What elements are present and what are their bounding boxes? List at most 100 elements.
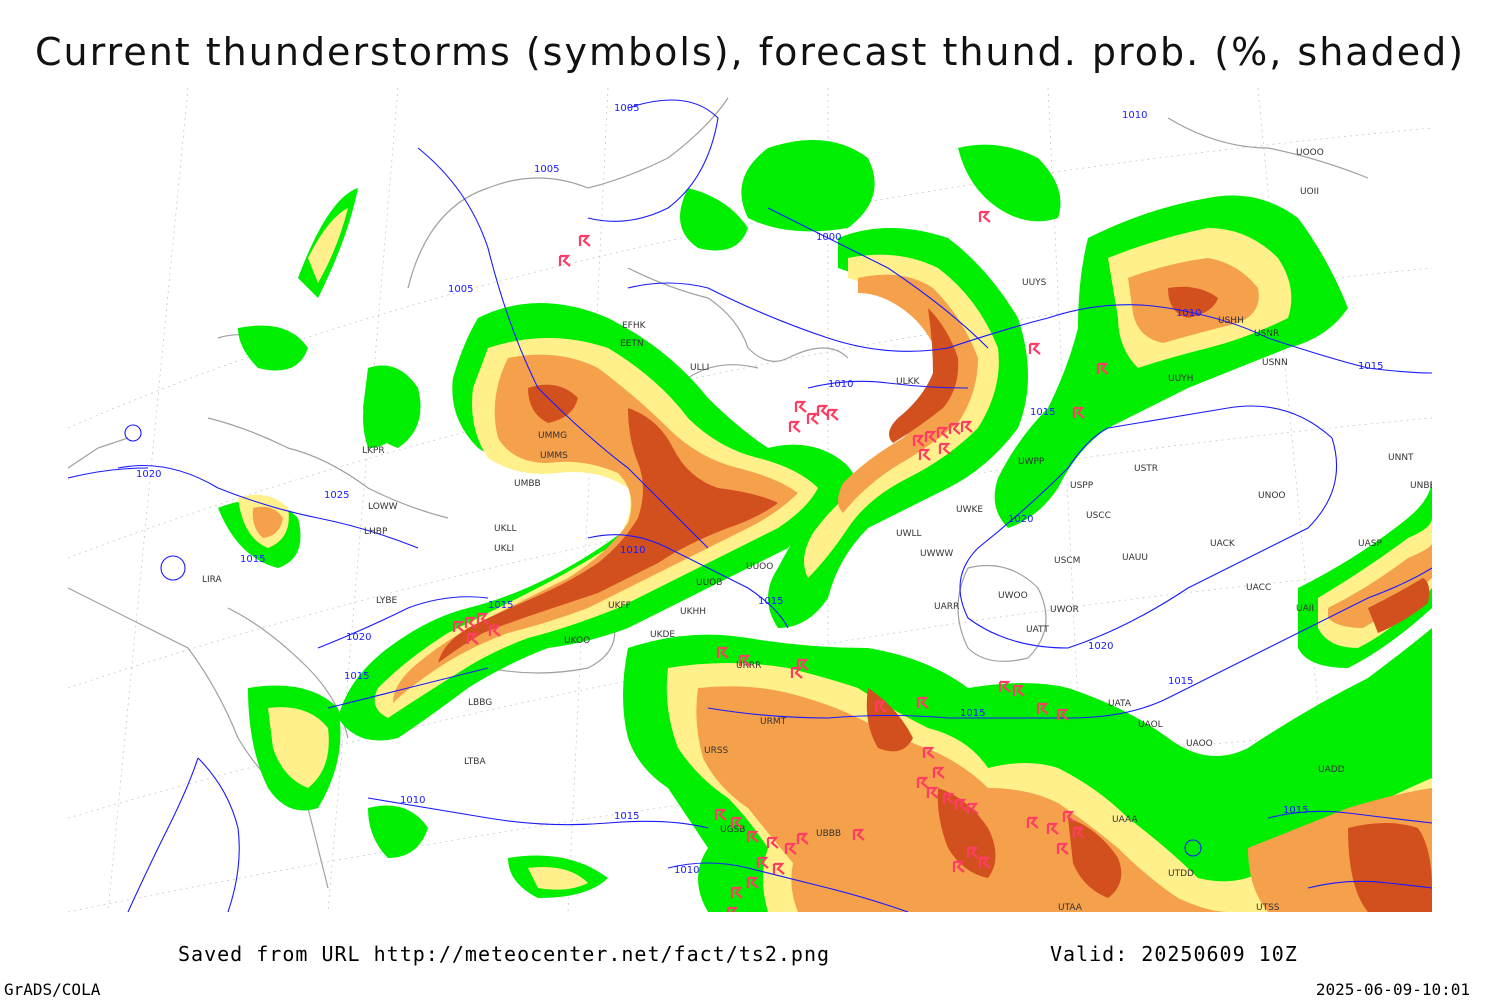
isobar-labels: 1000 1005 1005 1005 1010 1010 1010 1010 … bbox=[136, 103, 1383, 876]
isobar-label: 1010 bbox=[1122, 110, 1147, 121]
station-label: UWLL bbox=[896, 529, 922, 539]
generated-timestamp: 2025-06-09-10:01 bbox=[1315, 980, 1470, 999]
station-labels: EFHK EETN ULLI ULKK UUYS UUYH USNR USNN … bbox=[202, 148, 1432, 912]
station-label: UMBB bbox=[514, 479, 541, 489]
thunderstorm-symbol bbox=[978, 210, 992, 224]
station-label: LIRA bbox=[202, 575, 223, 585]
isobar-label: 1015 bbox=[240, 554, 265, 565]
station-label: UTDD bbox=[1168, 869, 1194, 879]
thunderstorm-symbol bbox=[1028, 342, 1042, 356]
thunderstorm-symbol bbox=[816, 404, 830, 418]
isobar-label: 1010 bbox=[1176, 308, 1201, 319]
isobar-label: 1020 bbox=[136, 469, 161, 480]
isobar-label: 1020 bbox=[346, 632, 371, 643]
station-label: UWOR bbox=[1050, 605, 1079, 615]
station-label: UAUU bbox=[1122, 553, 1148, 563]
isobar-label: 1020 bbox=[1008, 514, 1033, 525]
station-label: USHH bbox=[1218, 316, 1244, 326]
station-label: UBBB bbox=[816, 829, 841, 839]
isobar-label: 1010 bbox=[674, 865, 699, 876]
source-url-caption: Saved from URL http://meteocenter.net/fa… bbox=[178, 942, 831, 966]
station-label: UKHH bbox=[680, 607, 706, 617]
station-label: URMT bbox=[760, 717, 787, 727]
station-label: UATA bbox=[1108, 699, 1132, 709]
isobar-label: 1010 bbox=[828, 379, 853, 390]
station-label: USPP bbox=[1070, 481, 1094, 491]
station-label: LBBG bbox=[468, 698, 492, 708]
station-label: UASP bbox=[1358, 539, 1382, 549]
thunderstorm-symbol bbox=[806, 412, 820, 426]
isobar-label: 1015 bbox=[614, 811, 639, 822]
station-label: LTBA bbox=[464, 757, 486, 767]
station-label: UTSS bbox=[1256, 903, 1280, 912]
isobar-label: 1015 bbox=[344, 671, 369, 682]
station-label: UKLL bbox=[494, 524, 517, 534]
station-label: UADD bbox=[1318, 765, 1345, 775]
station-label: ULLI bbox=[690, 363, 709, 373]
station-label: USTR bbox=[1134, 464, 1158, 474]
isobar-label: 1015 bbox=[1358, 361, 1383, 372]
station-label: USNN bbox=[1262, 358, 1288, 368]
isobar-label: 1015 bbox=[1283, 805, 1308, 816]
station-label: EETN bbox=[620, 339, 644, 349]
station-label: UUOB bbox=[696, 578, 722, 588]
isobar-label: 1005 bbox=[448, 284, 473, 295]
isobars bbox=[68, 99, 1432, 912]
station-label: UWWW bbox=[920, 549, 953, 559]
station-label: URSS bbox=[704, 746, 729, 756]
thunderstorm-symbol bbox=[578, 234, 592, 248]
station-label: UWOO bbox=[998, 591, 1028, 601]
map-title: Current thunderstorms (symbols), forecas… bbox=[34, 30, 1466, 74]
isobar-label: 1015 bbox=[758, 596, 783, 607]
station-label: USCM bbox=[1054, 556, 1080, 566]
isobar-label: 1025 bbox=[324, 490, 349, 501]
software-credit: GrADS/COLA bbox=[4, 980, 101, 999]
isobar-label: 1015 bbox=[960, 708, 985, 719]
station-label: UACK bbox=[1210, 539, 1236, 549]
station-label: UUOO bbox=[746, 562, 773, 572]
station-label: UKLI bbox=[494, 544, 514, 554]
station-label: UMMS bbox=[540, 451, 568, 461]
station-label: UKFF bbox=[608, 601, 631, 611]
map-panel: 1000 1005 1005 1005 1010 1010 1010 1010 … bbox=[68, 88, 1432, 912]
station-label: UACC bbox=[1246, 583, 1271, 593]
station-label: EFHK bbox=[622, 321, 647, 331]
isobar-label: 1015 bbox=[488, 600, 513, 611]
station-label: UAAA bbox=[1112, 815, 1138, 825]
isobar-label: 1020 bbox=[1088, 641, 1113, 652]
station-label: UNNT bbox=[1388, 453, 1414, 463]
station-label: UWKE bbox=[956, 505, 983, 515]
station-label: UWPP bbox=[1018, 457, 1045, 467]
isobar-label: 1000 bbox=[816, 232, 841, 243]
isobar-label: 1005 bbox=[614, 103, 639, 114]
thunderstorm-symbol bbox=[788, 420, 802, 434]
station-label: UUYS bbox=[1022, 278, 1047, 288]
station-label: UATT bbox=[1026, 625, 1049, 635]
station-label: UOOO bbox=[1296, 148, 1324, 158]
station-label: UTAA bbox=[1058, 903, 1083, 912]
station-label: UAOO bbox=[1186, 739, 1213, 749]
station-label: LKPR bbox=[362, 446, 385, 456]
station-label: UGSB bbox=[720, 825, 745, 835]
thunderstorm-probability-map: 1000 1005 1005 1005 1010 1010 1010 1010 … bbox=[68, 88, 1432, 912]
valid-time: Valid: 20250609 10Z bbox=[1050, 942, 1298, 966]
station-label: UKOO bbox=[564, 636, 590, 646]
station-label: UAOL bbox=[1138, 720, 1163, 730]
station-label: UOII bbox=[1300, 187, 1319, 197]
station-label: UNBB bbox=[1410, 481, 1432, 491]
station-label: UNOO bbox=[1258, 491, 1286, 501]
isobar-label: 1015 bbox=[1030, 407, 1055, 418]
isobar-label: 1010 bbox=[620, 545, 645, 556]
isobar-label: 1015 bbox=[1168, 676, 1193, 687]
station-label: LHBP bbox=[364, 527, 388, 537]
thunderstorm-symbol bbox=[794, 400, 808, 414]
station-label: USNR bbox=[1254, 329, 1279, 339]
station-label: UMMG bbox=[538, 431, 567, 441]
station-label: UARR bbox=[934, 602, 959, 612]
station-label: USCC bbox=[1086, 511, 1111, 521]
thunderstorm-symbol bbox=[826, 408, 840, 422]
station-label: UUYH bbox=[1168, 374, 1193, 384]
station-label: LOWW bbox=[368, 502, 398, 512]
station-label: UKDE bbox=[650, 630, 675, 640]
station-label: ULKK bbox=[896, 377, 921, 387]
